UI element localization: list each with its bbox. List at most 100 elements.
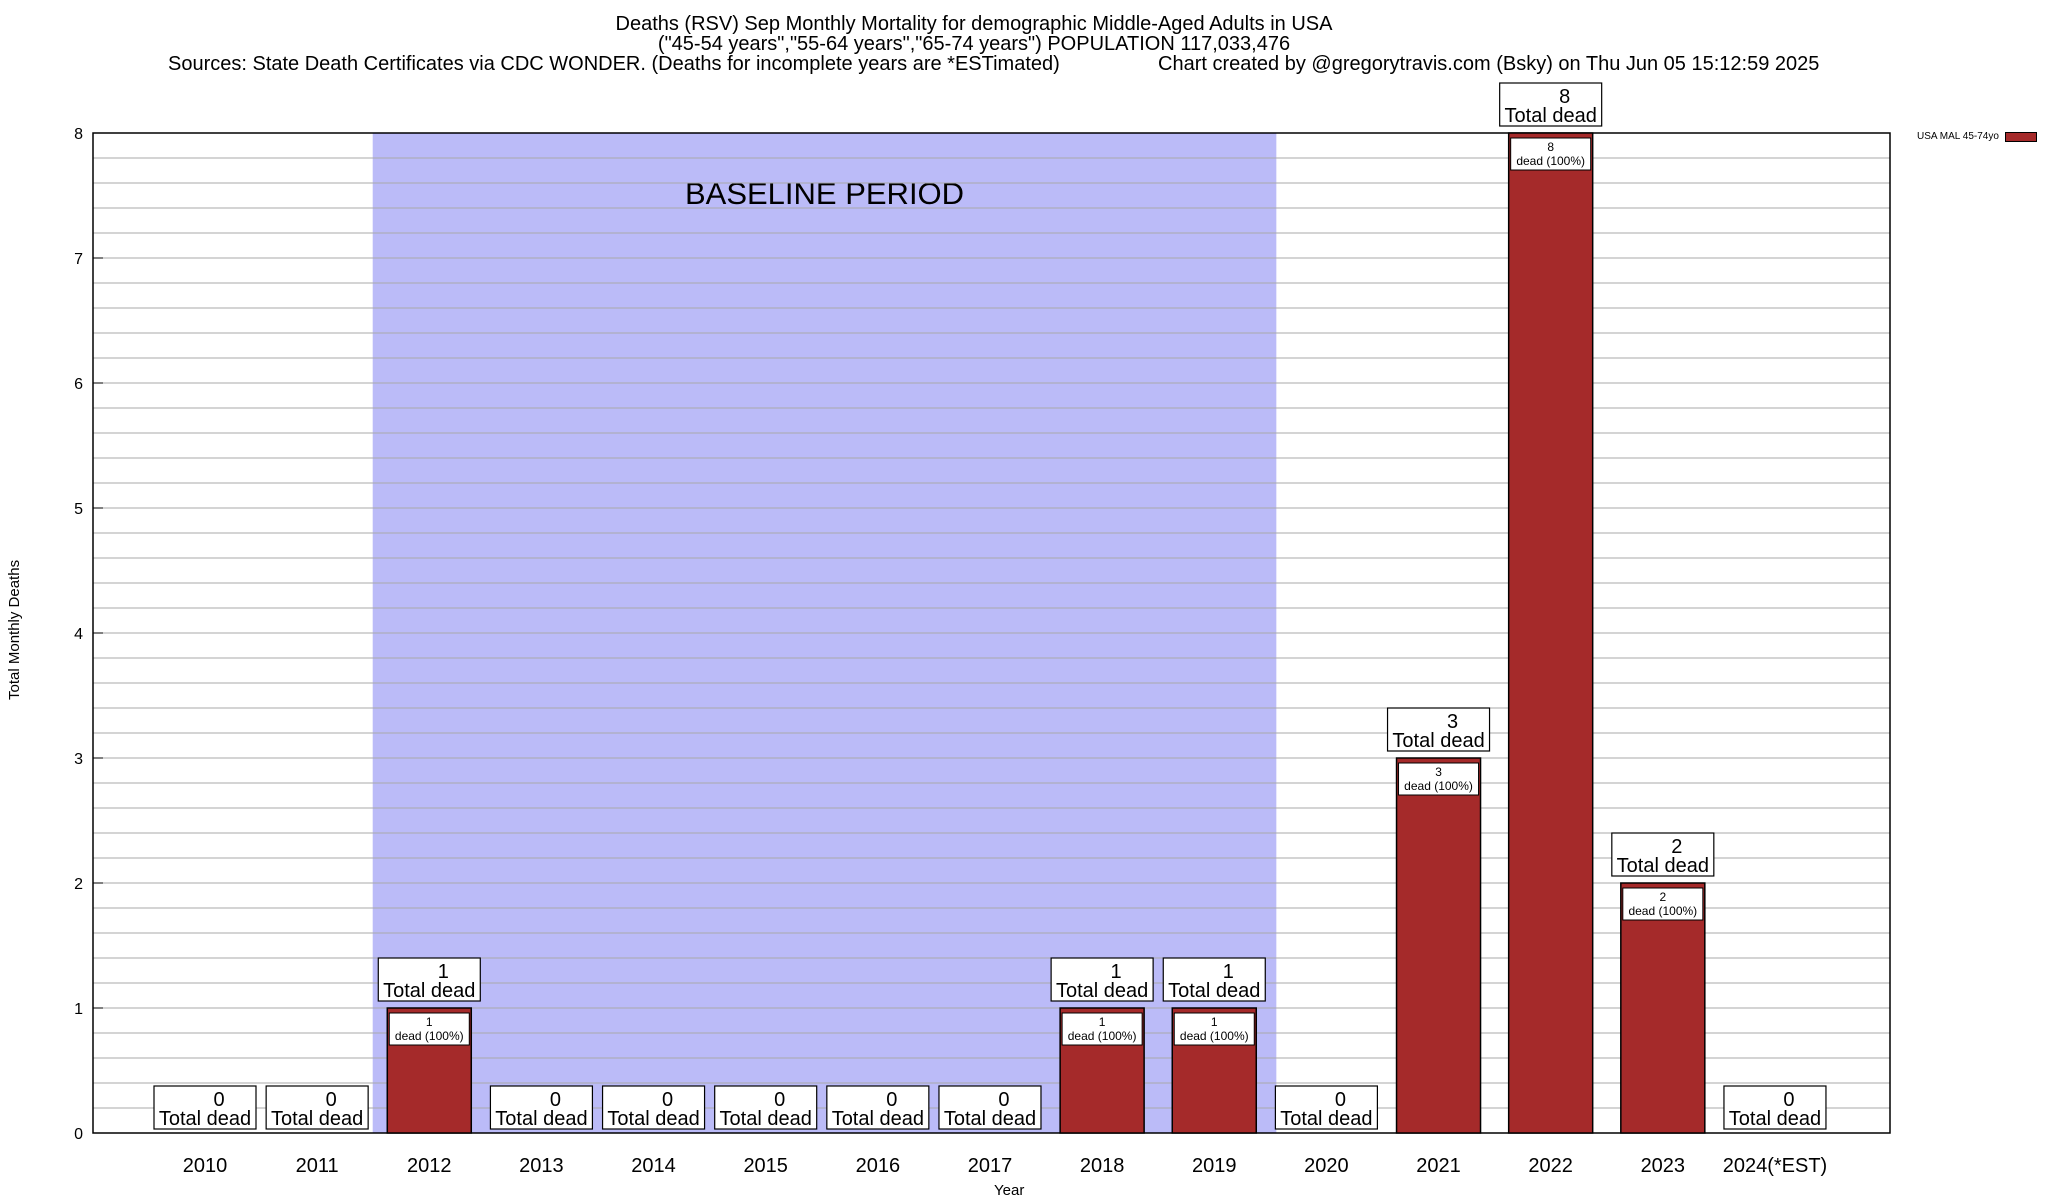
total-label-box [601, 1085, 706, 1130]
bar-inner-value: 3 [1435, 765, 1442, 779]
total-suffix: Total dead [1280, 1108, 1372, 1130]
y-tick-label: 1 [74, 1001, 83, 1018]
total-suffix: Total dead [720, 1108, 812, 1130]
baseline-label: BASELINE PERIOD [685, 176, 964, 211]
x-tick-label: 2020 [1304, 1155, 1349, 1177]
x-tick-label: 2024(*EST) [1723, 1155, 1828, 1177]
x-tick-label: 2015 [743, 1155, 788, 1177]
total-value: 0 [662, 1089, 673, 1111]
total-suffix: Total dead [271, 1108, 363, 1130]
x-tick-label: 2016 [856, 1155, 901, 1177]
x-tick-label: 2011 [296, 1155, 339, 1177]
x-tick-label: 2021 [1416, 1155, 1461, 1177]
total-suffix: Total dead [944, 1108, 1036, 1130]
total-value: 3 [1447, 711, 1458, 733]
bar-inner-label-box [1398, 762, 1480, 796]
x-tick-label: 2019 [1192, 1155, 1237, 1177]
total-value: 0 [550, 1089, 561, 1111]
chart-subtitle: ("45-54 years","55-64 years","65-74 year… [657, 33, 1291, 55]
total-suffix: Total dead [1392, 730, 1484, 752]
chart-source-line: Sources: State Death Certificates via CD… [0, 54, 2048, 114]
total-value: 0 [886, 1089, 897, 1111]
total-value: 0 [998, 1089, 1009, 1111]
y-tick-label: 7 [74, 251, 83, 268]
total-value: 0 [326, 1089, 337, 1111]
total-value: 0 [1335, 1089, 1346, 1111]
total-suffix: Total dead [1505, 105, 1597, 127]
bar-inner-label: dead (100%) [1628, 904, 1697, 918]
bar-inner-label: dead (100%) [1516, 154, 1585, 168]
chart-title: Deaths (RSV) Sep Monthly Mortality for d… [615, 13, 1333, 35]
total-value: 1 [438, 961, 449, 983]
total-suffix: Total dead [159, 1108, 251, 1130]
y-tick-label: 3 [74, 751, 83, 768]
y-tick-label: 4 [74, 626, 83, 643]
total-suffix: Total dead [1729, 1108, 1821, 1130]
legend-label: USA MAL 45-74yo [1917, 131, 1999, 142]
bar-inner-value: 8 [1547, 140, 1554, 154]
total-suffix: Total dead [383, 980, 475, 1002]
y-tick-label: 6 [74, 376, 83, 393]
bar-inner-label: dead (100%) [1404, 779, 1473, 793]
chart-credit: Chart created by @gregorytravis.com (Bsk… [1158, 53, 1820, 75]
y-tick-label: 5 [74, 501, 83, 518]
total-label-box [1723, 1085, 1827, 1130]
legend: USA MAL 45-74yo [1917, 131, 2037, 142]
bar-inner-label-box [1061, 1012, 1143, 1046]
total-value: 2 [1671, 836, 1682, 858]
total-value: 8 [1559, 86, 1570, 108]
total-suffix: Total dead [1617, 855, 1709, 877]
total-label-box [1050, 957, 1154, 1002]
total-suffix: Total dead [1056, 980, 1148, 1002]
total-value: 0 [1783, 1089, 1794, 1111]
bar-inner-value: 1 [426, 1015, 433, 1029]
total-label-box [826, 1085, 930, 1130]
total-label-box [265, 1085, 369, 1130]
bar-inner-value: 2 [1659, 890, 1666, 904]
bar [1395, 757, 1482, 1134]
total-label-box [1611, 832, 1715, 877]
plot-border [92, 132, 1891, 1134]
bar [1620, 882, 1706, 1134]
total-label-box [938, 1085, 1042, 1130]
legend-swatch [2004, 131, 2037, 142]
y-tick-label: 0 [74, 1126, 83, 1143]
total-value: 0 [774, 1089, 785, 1111]
chart-sources: Sources: State Death Certificates via CD… [168, 53, 1060, 75]
y-tick-label: 2 [74, 876, 83, 893]
total-suffix: Total dead [607, 1108, 699, 1130]
y-axis-label: Total Monthly Deaths [6, 559, 23, 700]
total-value: 1 [1111, 961, 1122, 983]
x-tick-label: 2013 [519, 1155, 564, 1177]
total-label-box [1274, 1085, 1379, 1130]
total-suffix: Total dead [495, 1108, 587, 1130]
total-label-box [377, 957, 481, 1002]
bar [1507, 132, 1594, 1134]
x-tick-label: 2022 [1528, 1155, 1573, 1177]
total-value: 1 [1223, 961, 1234, 983]
total-value: 0 [213, 1089, 224, 1111]
total-suffix: Total dead [1168, 980, 1260, 1002]
total-label-box [714, 1085, 818, 1130]
x-tick-label: 2010 [183, 1155, 228, 1177]
total-label-box [1162, 957, 1266, 1002]
x-tick-label: 2017 [968, 1155, 1013, 1177]
bar-inner-label: dead (100%) [395, 1029, 464, 1043]
total-label-box [153, 1085, 257, 1130]
total-suffix: Total dead [832, 1108, 924, 1130]
y-tick-label: 8 [74, 126, 83, 143]
x-axis-label: Year [994, 1182, 1025, 1199]
total-label-box [1386, 707, 1491, 752]
x-tick-label: 2012 [407, 1155, 452, 1177]
bar-inner-label-box [1173, 1012, 1255, 1046]
total-label-box [489, 1085, 594, 1130]
bar-inner-label-box [388, 1012, 470, 1046]
total-label-box [1499, 82, 1603, 127]
bar-inner-label-box [1510, 137, 1592, 171]
x-tick-label: 2023 [1641, 1155, 1686, 1177]
bar-inner-label: dead (100%) [1068, 1029, 1137, 1043]
bar-inner-value: 1 [1211, 1015, 1218, 1029]
bar-inner-value: 1 [1099, 1015, 1106, 1029]
x-tick-label: 2014 [631, 1155, 676, 1177]
